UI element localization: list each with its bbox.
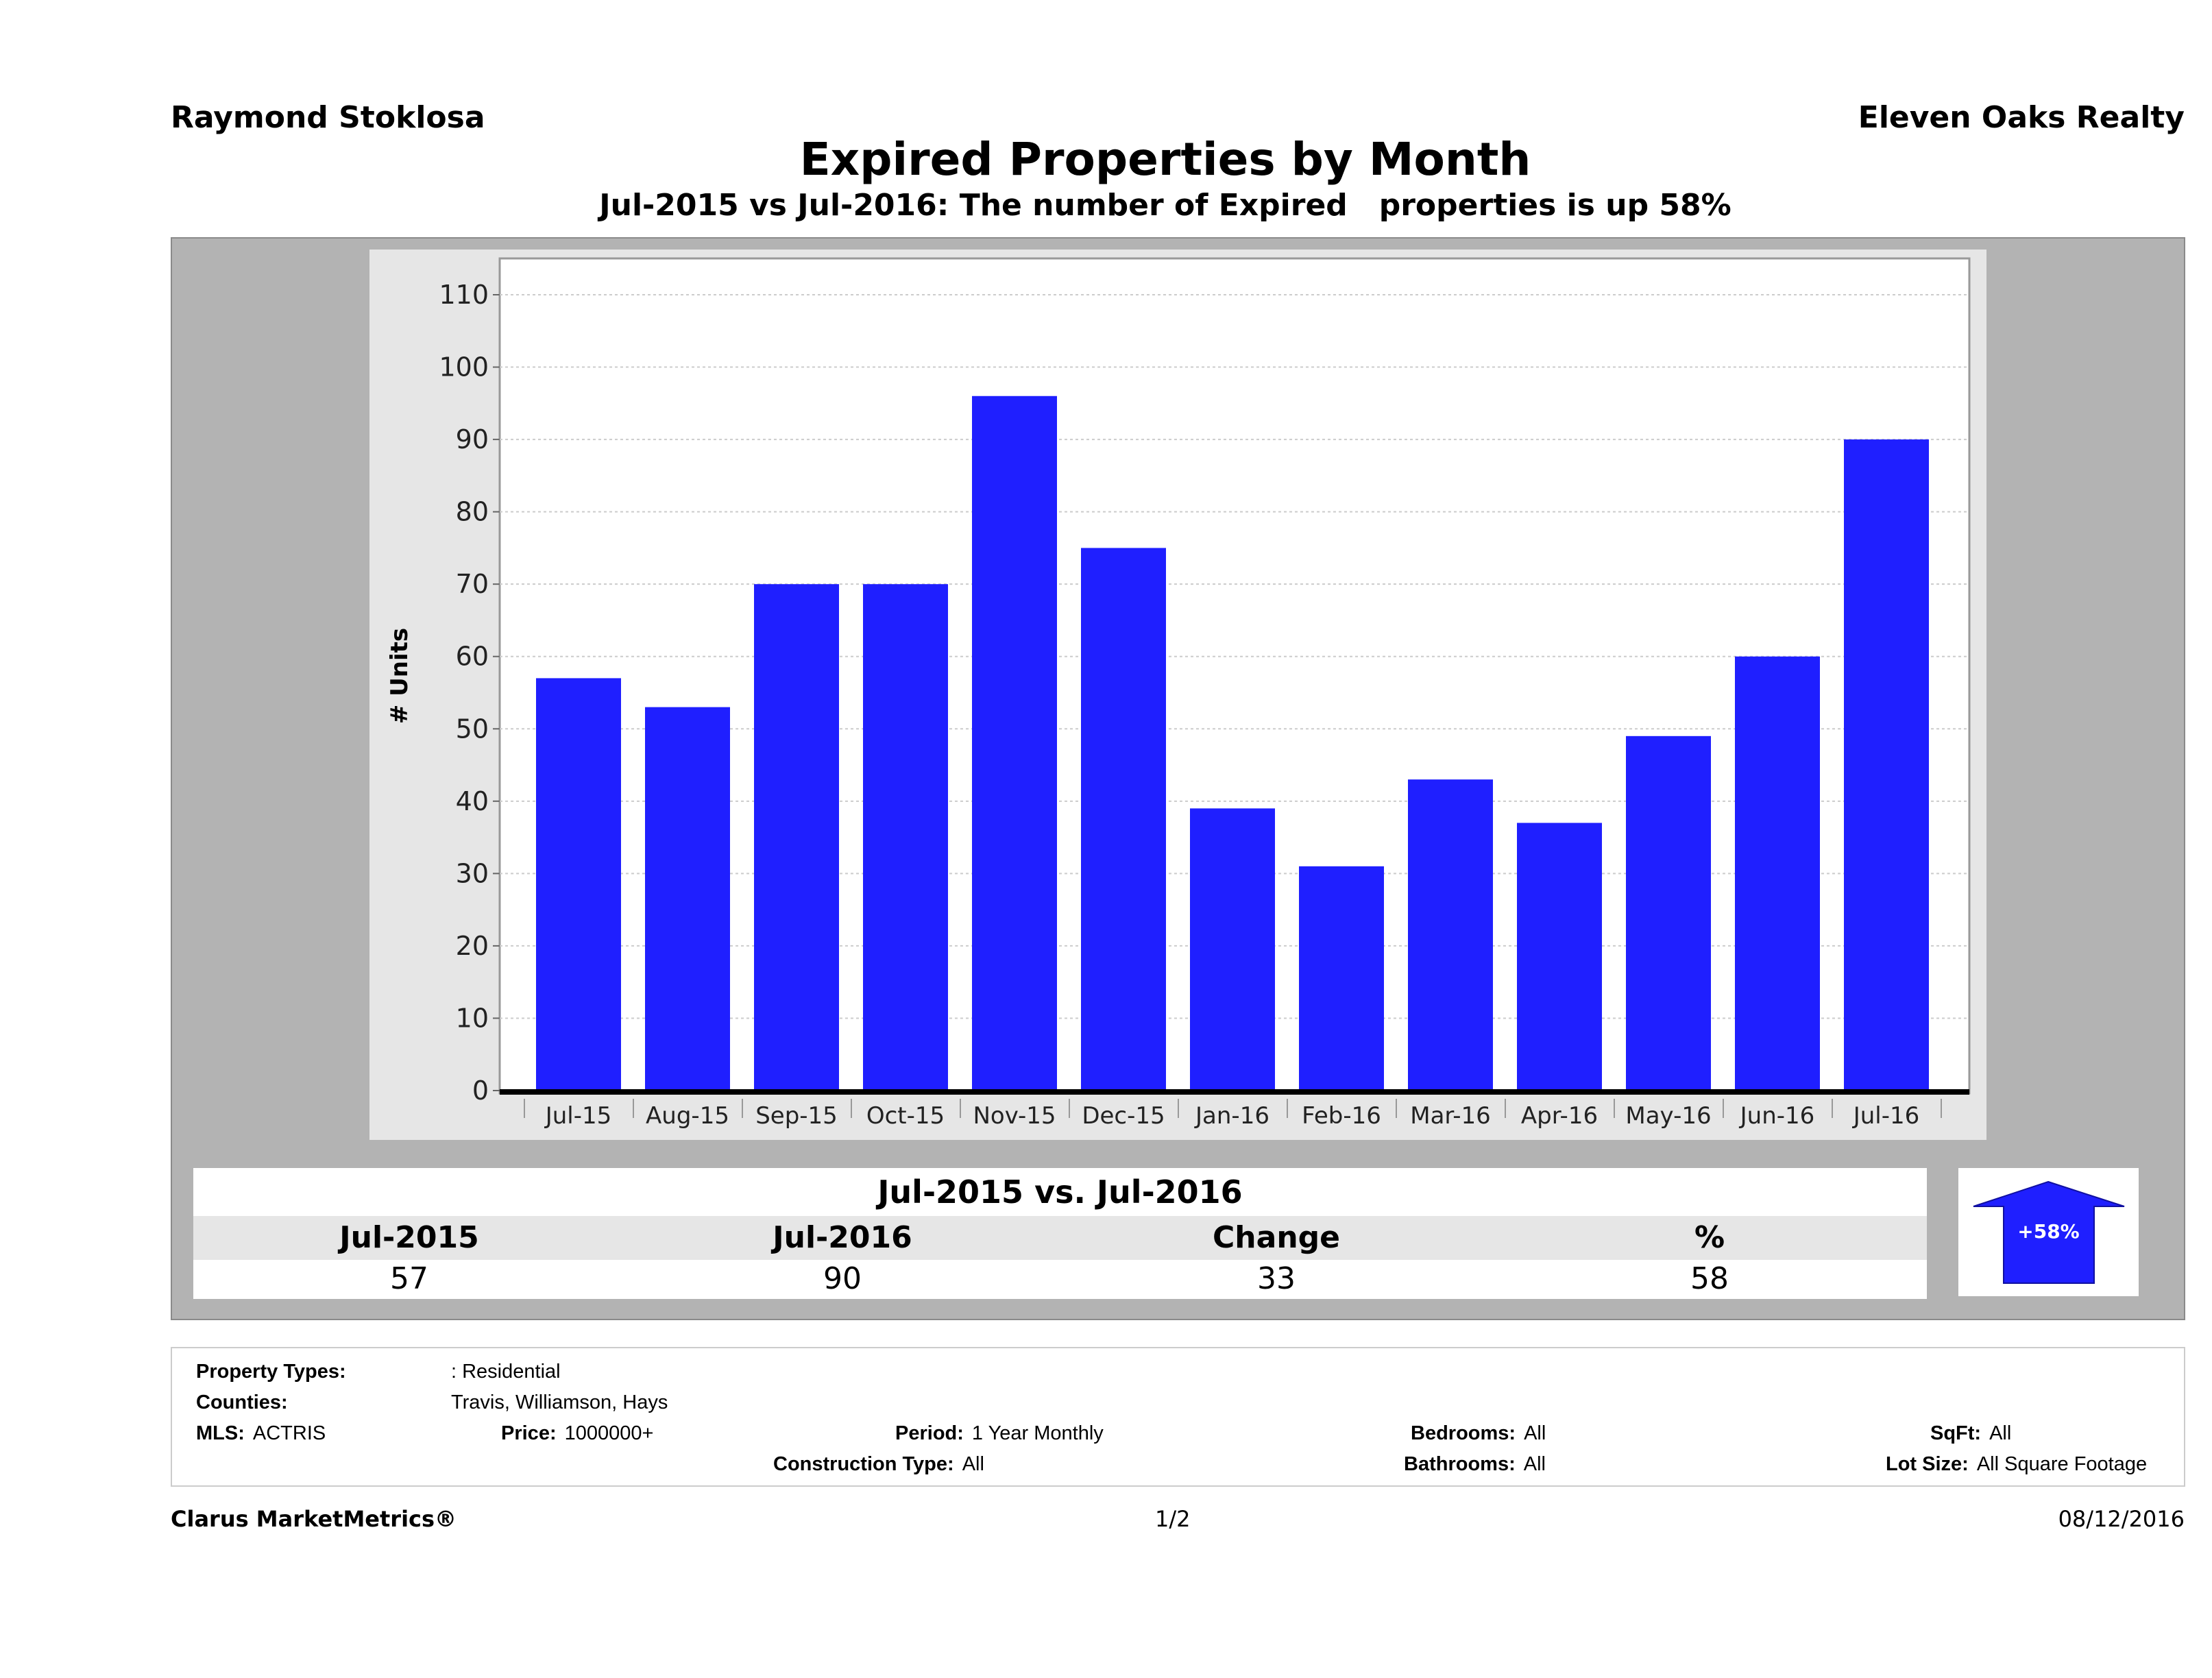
y-tick-label: 80 [456,497,489,527]
bedrooms-field: Bedrooms: All [1411,1421,1546,1446]
y-axis-label: # Units [386,628,413,724]
counties-value: Travis, Williamson, Hays [451,1391,668,1413]
brokerage-name: Eleven Oaks Realty [1858,100,2185,135]
bar-jul-16 [1844,439,1929,1091]
summary-value: 90 [823,1261,862,1296]
period-field: Period: 1 Year Monthly [895,1421,1104,1446]
y-tick-label: 40 [456,786,489,816]
x-tick-label: Dec-15 [1082,1102,1165,1130]
x-tick-label: Nov-15 [973,1102,1056,1130]
bar-jun-16 [1735,656,1820,1091]
y-tick-label: 50 [456,714,489,744]
summary-value: 57 [390,1261,428,1296]
lot-size-label: Lot Size: [1886,1453,1969,1475]
summary-header: % [1694,1220,1725,1255]
sqft-field: SqFt: All [1930,1421,2011,1446]
lot-size-field: Lot Size: All Square Footage [1886,1452,2147,1476]
y-tick-label: 60 [456,642,489,672]
bedrooms-label: Bedrooms: [1411,1422,1516,1444]
change-badge: +58% [1958,1168,2139,1296]
bar-feb-16 [1299,866,1384,1091]
bar-nov-15 [972,396,1057,1091]
footer-brand: Clarus MarketMetrics® [171,1506,457,1532]
x-tick-label: Jul-15 [544,1102,612,1130]
price-field: Price: 1000000+ [501,1421,653,1446]
y-tick-label: 20 [456,931,489,961]
bathrooms-field: Bathrooms: All [1404,1452,1546,1476]
summary-header: Change [1213,1220,1340,1255]
bedrooms-value: All [1524,1422,1546,1444]
y-tick-label: 0 [472,1075,489,1106]
property-types-label: Property Types: [196,1361,346,1383]
x-tick-label: Mar-16 [1410,1102,1491,1130]
construction-label: Construction Type: [773,1453,954,1475]
x-tick-label: May-16 [1625,1102,1711,1130]
bar-dec-15 [1081,548,1166,1091]
period-value: 1 Year Monthly [971,1422,1104,1444]
y-tick-label: 30 [456,858,489,888]
bar-sep-15 [754,584,839,1091]
property-types-value: : Residential [451,1361,561,1383]
bar-may-16 [1626,735,1711,1091]
summary-values-row: 57 90 33 58 [193,1260,1927,1299]
x-tick-label: Jul-16 [1852,1102,1920,1130]
page-subtitle: Jul-2015 vs Jul-2016: The number of Expi… [599,188,1731,223]
x-tick-label: Oct-15 [866,1102,945,1130]
bathrooms-value: All [1523,1453,1546,1475]
y-tick-label: 90 [456,424,489,454]
summary-value: 58 [1690,1261,1729,1296]
report-date: 08/12/2016 [2058,1506,2185,1532]
bar-jan-16 [1190,808,1275,1091]
construction-field: Construction Type: All [773,1452,984,1476]
agent-name: Raymond Stoklosa [171,100,485,135]
sqft-label: SqFt: [1930,1422,1982,1444]
y-tick-label: 10 [456,1003,489,1033]
y-tick-label: 100 [439,352,489,382]
price-label: Price: [501,1422,557,1444]
bar-aug-15 [645,707,730,1091]
criteria-box: Property Types: : Residential Counties: … [171,1347,2185,1487]
mls-label: MLS: [196,1422,245,1444]
summary-title: Jul-2015 vs. Jul-2016 [877,1174,1243,1211]
summary-title-row: Jul-2015 vs. Jul-2016 [193,1168,1927,1216]
property-types-field: Property Types: : Residential [196,1359,561,1384]
mls-field: MLS: ACTRIS [196,1421,326,1446]
x-tick-label: Sep-15 [755,1102,838,1130]
x-tick-label: Jun-16 [1739,1102,1815,1130]
construction-value: All [962,1453,984,1475]
page-number: 1/2 [1155,1506,1191,1532]
change-badge-label: +58% [2017,1220,2080,1243]
bar-jul-15 [536,678,621,1091]
mls-value: ACTRIS [252,1422,326,1444]
counties-field: Counties: Travis, Williamson, Hays [196,1390,668,1415]
period-label: Period: [895,1422,964,1444]
bar-mar-16 [1408,779,1493,1091]
bar-apr-16 [1517,823,1602,1091]
summary-header: Jul-2015 [339,1220,479,1255]
summary-header-row: Jul-2015 Jul-2016 Change % [193,1216,1927,1260]
x-tick-label: Apr-16 [1521,1102,1598,1130]
x-tick-label: Feb-16 [1302,1102,1381,1130]
page-title: Expired Properties by Month [799,133,1531,186]
counties-label: Counties: [196,1391,288,1413]
summary-value: 33 [1257,1261,1296,1296]
summary-header: Jul-2016 [773,1220,912,1255]
up-arrow-icon [1973,1180,2125,1284]
x-tick-label: Jan-16 [1194,1102,1269,1130]
y-tick-label: 70 [456,569,489,599]
bathrooms-label: Bathrooms: [1404,1453,1516,1475]
sqft-value: All [1989,1422,2012,1444]
x-tick-label: Aug-15 [646,1102,729,1130]
bar-oct-15 [863,584,948,1091]
y-tick-label: 110 [439,280,489,310]
price-value: 1000000+ [564,1422,654,1444]
bar-chart: 0 10 20 30 40 50 60 70 80 90 100 110 Jul-15 Aug-15 Sep… [386,257,1971,1130]
lot-size-value: All Square Footage [1976,1453,2148,1475]
